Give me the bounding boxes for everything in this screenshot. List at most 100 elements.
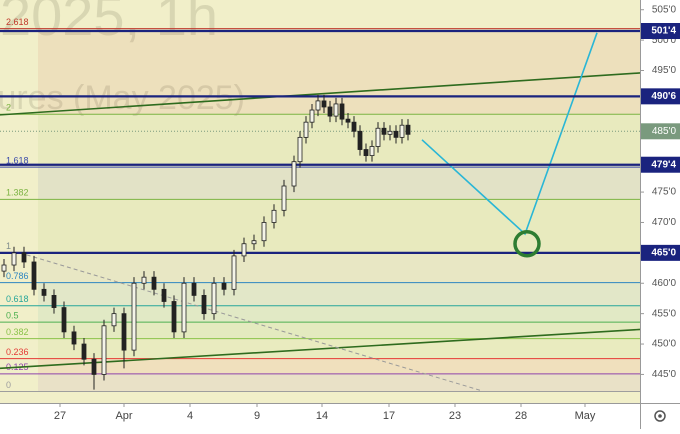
candle-body [61, 307, 67, 333]
candle-body [309, 109, 315, 123]
candle-body [131, 282, 137, 351]
candle-body [393, 130, 399, 138]
candle-body [281, 185, 287, 211]
price-axis [640, 0, 680, 429]
fib-label: 1.382 [6, 188, 29, 198]
candle-body [91, 358, 97, 375]
candle-body [399, 124, 405, 138]
x-tick-label: May [575, 410, 596, 422]
fib-label: 0.236 [6, 347, 29, 357]
fib-band [38, 373, 640, 392]
candle-body [161, 288, 167, 302]
x-tick-label: 14 [316, 410, 328, 422]
candle-body [321, 100, 327, 108]
candle-body [101, 325, 107, 375]
candle-body [31, 261, 37, 290]
fib-band [38, 305, 640, 323]
candle-body [405, 124, 411, 135]
x-tick-label: 27 [54, 410, 66, 422]
settings-icon[interactable] [654, 410, 666, 422]
y-tick-label: 505'0 [652, 4, 677, 15]
target-circle [513, 229, 541, 258]
candle-body [339, 103, 345, 120]
level-label: 465'0 [651, 248, 676, 259]
y-tick-label: 470'0 [652, 217, 677, 228]
watermark: 2025, 1h [0, 0, 218, 47]
candle-body [327, 106, 333, 117]
candle-body [81, 343, 87, 360]
candle-body [51, 295, 57, 308]
fib-label: 2.618 [6, 17, 29, 27]
candle-body [345, 118, 351, 123]
y-tick-label: 460'0 [652, 278, 677, 289]
trend-line [421, 32, 598, 236]
y-tick-label: 475'0 [652, 187, 677, 198]
candle-body [381, 127, 387, 135]
x-tick-label: 28 [515, 410, 527, 422]
x-tick-label: 4 [187, 410, 193, 422]
candle-body [261, 222, 267, 242]
candle-body [241, 243, 247, 257]
candle-body [231, 255, 237, 290]
candle-body [363, 149, 369, 157]
y-tick-label: 455'0 [652, 308, 677, 319]
level-tag [641, 23, 680, 39]
fib-band [38, 252, 640, 283]
plot: 2.618 2 1.618 1.382 1 0.786 0.618 0.5 0.382 0.236… [0, 17, 641, 392]
fib-band [38, 338, 640, 359]
fib-label: 0.786 [6, 271, 29, 281]
candle-body [151, 276, 157, 290]
fib-band [38, 167, 640, 200]
candle-body [315, 100, 321, 111]
candle-body [351, 121, 357, 132]
fib-label: 0.618 [6, 294, 29, 304]
candle-body [171, 301, 177, 333]
fib-label: 0.5 [6, 311, 19, 321]
x-tick-label: 9 [254, 410, 260, 422]
fib-band [38, 282, 640, 306]
trend-line [19, 252, 481, 391]
candle-body [291, 161, 297, 187]
x-tick-label: Apr [115, 410, 132, 422]
fib-label: 1.618 [6, 156, 29, 166]
candle-body [21, 252, 27, 263]
candle-body [375, 127, 381, 147]
y-tick-label: 500'0 [652, 35, 677, 46]
candle-body [201, 295, 207, 315]
candle-body [211, 282, 217, 315]
y-tick-label: 495'0 [652, 65, 677, 76]
candle-body [181, 282, 187, 333]
trend-line [0, 72, 641, 116]
fib-band [38, 114, 640, 168]
candle-body [297, 136, 303, 163]
candle-body [251, 240, 257, 245]
fib-band [38, 322, 640, 339]
y-tick-label: 445'0 [652, 369, 677, 380]
candle-body [271, 209, 277, 223]
candle-body [369, 146, 375, 157]
x-tick-label: 17 [383, 410, 395, 422]
candle-body [41, 288, 47, 296]
level-label: 501'4 [651, 26, 676, 37]
time-axis [0, 403, 640, 429]
x-tick-label: 23 [449, 410, 461, 422]
fib-label: 2 [6, 103, 11, 113]
fib-label: 0 [6, 380, 11, 390]
candle-body [357, 130, 363, 150]
candle-body [1, 264, 7, 272]
fib-band [38, 28, 640, 115]
candle-body [387, 130, 393, 135]
candle-body [191, 282, 197, 296]
watermark: tures (May 2025) [0, 79, 245, 117]
y-tick-label: 450'0 [652, 339, 677, 350]
candle-body [141, 276, 147, 284]
last-price-tag [641, 123, 680, 140]
last-price-label: 485'0 [652, 126, 677, 137]
candle-body [333, 103, 339, 117]
fib-label: 1 [6, 241, 11, 251]
fib-band [38, 358, 640, 374]
fib-band [38, 199, 640, 253]
candle-body [11, 252, 17, 266]
trend-line [0, 328, 641, 370]
